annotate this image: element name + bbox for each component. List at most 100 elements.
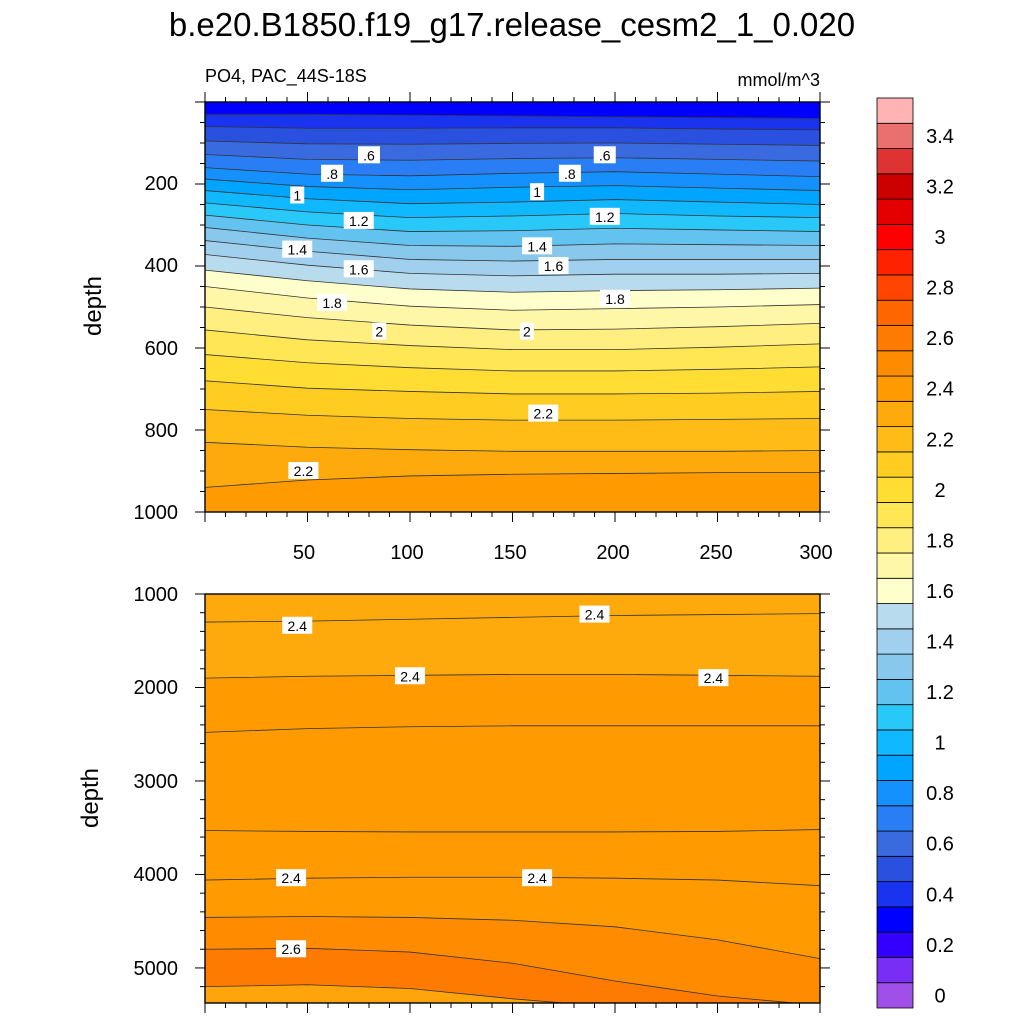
contour-label: 1.8 xyxy=(600,289,630,307)
lower-y-axis-label: depth xyxy=(77,768,104,828)
contour-label: 2.4 xyxy=(276,869,307,887)
colorbar-swatch xyxy=(876,426,914,453)
panel-subtitle-left: PO4, PAC_44S-18S xyxy=(205,66,367,87)
colorbar-label: 2.4 xyxy=(926,379,954,401)
colorbar-swatch xyxy=(876,476,914,503)
colorbar-swatch xyxy=(876,982,914,1009)
contour-line xyxy=(205,154,820,162)
contour-label-text: 2.2 xyxy=(294,463,314,479)
contour-label-text: .6 xyxy=(599,147,611,163)
colorbar-label: 2.8 xyxy=(926,278,954,300)
contour-band xyxy=(205,114,820,130)
upper-x-tick-label: 150 xyxy=(493,542,526,564)
contour-label: 1.2 xyxy=(343,211,374,229)
contour-label-text: 2 xyxy=(523,324,531,340)
contour-line xyxy=(205,214,820,232)
contour-band xyxy=(205,102,820,119)
contour-label: .6 xyxy=(358,146,380,164)
upper-y-tick-label: 800 xyxy=(145,420,178,442)
colorbar-swatch xyxy=(876,754,914,781)
contour-label-text: 1.8 xyxy=(322,295,342,311)
contour-line xyxy=(205,286,820,311)
colorbar-label: 1.4 xyxy=(926,631,954,653)
contour-line xyxy=(205,916,820,959)
contour-label: 1.4 xyxy=(282,240,313,258)
contour-band xyxy=(205,472,820,512)
colorbar-swatch xyxy=(876,375,914,402)
colorbar-swatch xyxy=(876,173,914,200)
colorbar-label: 1.8 xyxy=(926,530,954,552)
colorbar-swatch xyxy=(876,805,914,832)
contour-label-text: 2.4 xyxy=(400,668,420,684)
contour-label: 2.2 xyxy=(528,404,559,422)
contour-band xyxy=(205,948,795,1003)
contour-band xyxy=(205,354,820,394)
colorbar-swatch xyxy=(876,274,914,301)
contour-line xyxy=(205,947,799,1003)
colorbar-swatch xyxy=(876,830,914,857)
upper-y-tick-label: 400 xyxy=(145,255,178,277)
contour-label: 1.8 xyxy=(317,293,348,311)
lower-y-tick-label: 2000 xyxy=(134,677,179,699)
colorbar-label: 1.6 xyxy=(926,581,954,603)
contour-label-text: 1.2 xyxy=(349,213,369,229)
contour-band xyxy=(205,329,820,371)
colorbar-swatch xyxy=(876,148,914,175)
contour-label-text: 1 xyxy=(293,187,301,203)
contour-label: .6 xyxy=(593,146,616,164)
contour-label-text: 1.6 xyxy=(544,258,564,274)
upper-x-tick-label: 300 xyxy=(799,542,832,564)
contour-label-text: 2.4 xyxy=(704,670,724,686)
panel-subtitle-right: mmol/m^3 xyxy=(738,70,820,90)
contour-label: .8 xyxy=(558,164,581,182)
contour-band xyxy=(205,916,820,1003)
colorbar-swatch xyxy=(876,249,914,276)
contour-line xyxy=(205,167,820,178)
contour-label-text: 1.4 xyxy=(288,242,308,258)
figure-title: b.e20.B1850.f19_g17.release_cesm2_1_0.02… xyxy=(169,6,855,43)
colorbar-swatch xyxy=(876,957,914,984)
contour-line xyxy=(205,202,820,219)
upper-contour-panel: .6 .6 .8 .8 1 1 1.2 1.2 1.4 1.4 1.6 1.6 1.8 1.8 2 2 2.2 2… xyxy=(195,92,830,522)
colorbar-swatch xyxy=(876,198,914,225)
colorbar-swatch xyxy=(876,855,914,883)
colorbar-label: 1.2 xyxy=(926,682,954,704)
colorbar-swatch xyxy=(876,729,914,756)
contour-label-text: 1.6 xyxy=(349,261,369,277)
contour-label-text: .8 xyxy=(564,166,576,182)
colorbar-label: 0 xyxy=(934,985,945,1007)
contour-band xyxy=(205,380,820,421)
colorbar-label: 0.6 xyxy=(926,834,954,856)
colorbar-label: 2 xyxy=(934,480,945,502)
upper-x-tick-label: 50 xyxy=(293,542,315,564)
contour-band xyxy=(205,190,820,218)
colorbar-swatch xyxy=(876,906,914,933)
colorbar-swatch xyxy=(876,577,914,604)
contour-line xyxy=(205,269,820,293)
lower-y-tick-label: 4000 xyxy=(134,864,179,886)
contour-band xyxy=(205,179,820,205)
contour-label: 2.4 xyxy=(698,669,729,687)
colorbar-label: 2.2 xyxy=(926,429,954,451)
contour-line xyxy=(205,409,820,421)
contour-line xyxy=(205,306,820,331)
contour-band xyxy=(205,307,820,350)
colorbar-swatch xyxy=(876,628,914,655)
contour-label: 1.6 xyxy=(343,260,374,278)
lower-y-tick-labels: 1000 2000 3000 4000 5000 xyxy=(134,584,179,980)
contour-label: 2.2 xyxy=(288,462,319,479)
colorbar-label: 2.6 xyxy=(926,328,954,350)
contour-line xyxy=(205,227,820,247)
upper-x-tick-labels: 50 100 150 200 250 300 xyxy=(293,542,833,564)
contour-line xyxy=(205,354,820,372)
contour-label: 1.2 xyxy=(589,207,620,225)
colorbar: 0 0.2 0.4 0.6 0.8 1 1.2 1.4 1.6 1.8 2 2.2 2.4 2.6 2.8 3… xyxy=(876,97,954,1009)
contour-line xyxy=(205,876,820,887)
contour-line xyxy=(205,725,820,733)
contour-label: 1 xyxy=(530,183,545,201)
upper-y-axis-label: depth xyxy=(80,276,107,336)
colorbar-swatch xyxy=(876,780,914,807)
contour-label: 1.4 xyxy=(522,237,553,255)
upper-y-tick-label: 200 xyxy=(145,173,178,195)
